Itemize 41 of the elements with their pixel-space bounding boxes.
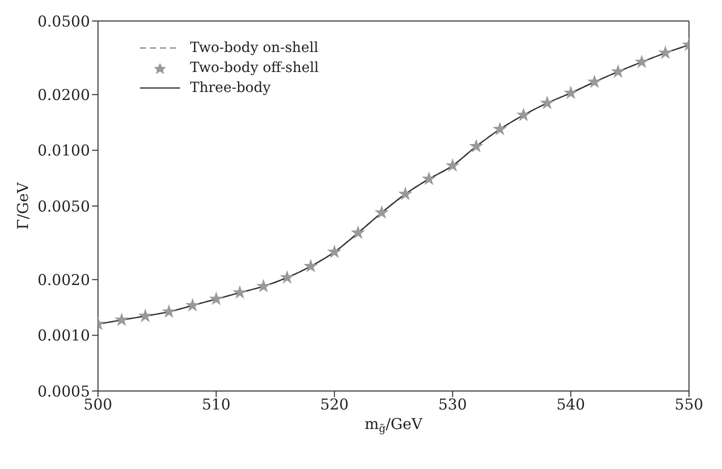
x-tick-label: 510	[202, 396, 231, 414]
point	[304, 258, 318, 272]
y-tick-label: 0.0020	[38, 270, 90, 289]
x-tick-label: 530	[438, 396, 467, 414]
y-tick-label: 0.0050	[38, 197, 90, 216]
point	[492, 122, 508, 136]
x-tick-label: 550	[674, 396, 704, 414]
point	[114, 312, 129, 326]
point	[280, 270, 294, 284]
point	[256, 278, 271, 292]
x-axis-title: m$_{g̃}$/GeV	[364, 415, 424, 436]
legend-label: Two-body on-shell	[190, 40, 318, 56]
point	[516, 108, 531, 122]
x-tick-label: 540	[556, 396, 586, 414]
point	[209, 292, 224, 306]
point	[398, 186, 412, 200]
point	[564, 85, 578, 100]
point	[232, 285, 248, 299]
point	[587, 74, 602, 88]
x-tick-label: 520	[320, 396, 349, 414]
y-tick-label: 0.0200	[38, 86, 90, 104]
point	[658, 45, 673, 60]
point	[162, 304, 176, 318]
point	[185, 298, 200, 312]
point	[422, 171, 436, 186]
y-tick-label: 0.0100	[38, 142, 90, 160]
point	[540, 96, 554, 110]
point	[634, 54, 649, 68]
point	[350, 225, 366, 239]
point	[445, 158, 460, 172]
y-tick-label: 0.0010	[38, 326, 90, 345]
y-axis-title: Γ/GeV	[14, 181, 32, 230]
y-tick-label: 0.0500	[38, 12, 90, 30]
point	[327, 244, 342, 258]
point	[374, 205, 389, 219]
legend-label: Three-body	[190, 80, 271, 96]
point	[610, 64, 626, 78]
legend-label: Two-body off-shell	[190, 60, 319, 76]
point	[469, 138, 484, 152]
point	[138, 308, 152, 322]
x-tick-label: 500	[84, 396, 112, 414]
